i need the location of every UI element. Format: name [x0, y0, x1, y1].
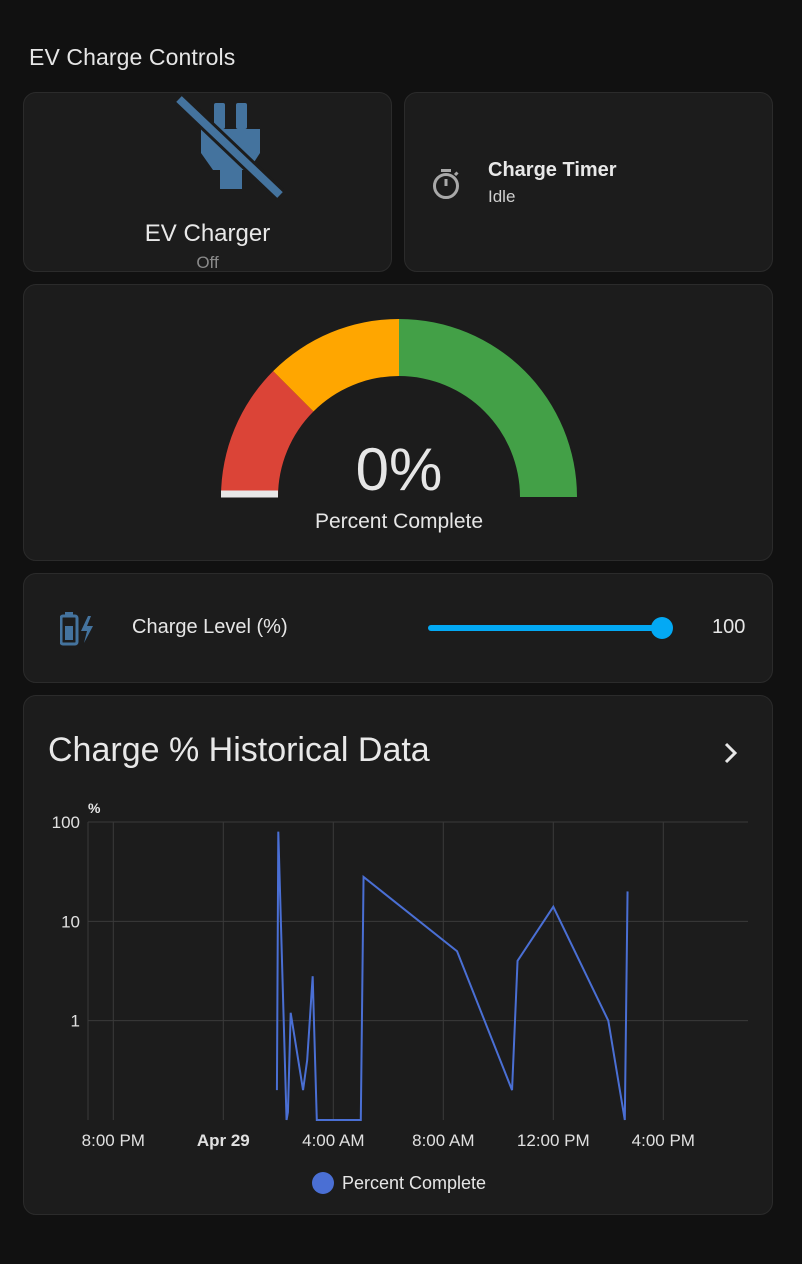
x-tick-label: 12:00 PM	[517, 1131, 590, 1150]
gauge-segment-red	[221, 371, 314, 497]
gauge-value: 0%	[355, 436, 443, 503]
slider-thumb[interactable]	[650, 617, 673, 639]
series-line-percent-complete	[275, 831, 629, 1121]
y-tick-label: 1	[71, 1012, 80, 1031]
chevron-right-icon[interactable]	[720, 740, 742, 766]
timer-name: Charge Timer	[488, 159, 617, 181]
charge-level-card: Charge Level (%) 100	[23, 573, 773, 683]
history-chart: 100 10 1 8:00 PM Apr 29 4:00 AM 8:00 AM 12:00 …	[52, 800, 748, 1150]
charge-timer-card[interactable]: Charge Timer Idle	[404, 92, 773, 272]
timer-outline-icon	[433, 169, 459, 199]
legend-label: Percent Complete	[342, 1172, 487, 1193]
x-tick-label: 4:00 PM	[632, 1131, 695, 1150]
battery-charging-icon	[60, 612, 93, 646]
history-graph-card: Charge % Historical Data 100 10 1 8:00 PM A…	[23, 695, 773, 1215]
chart-legend[interactable]: Percent Complete	[312, 1172, 486, 1194]
x-tick-label: 8:00 PM	[82, 1131, 145, 1150]
percent-complete-gauge-card[interactable]: 0% Percent Complete	[23, 284, 773, 561]
x-tick-label: 4:00 AM	[302, 1131, 364, 1150]
slider-label: Charge Level (%)	[132, 616, 288, 638]
legend-marker	[312, 1172, 334, 1194]
y-tick-label: 100	[52, 813, 80, 832]
gauge-name: Percent Complete	[314, 510, 484, 533]
timer-state: Idle	[488, 187, 516, 206]
charger-name: EV Charger	[144, 220, 271, 247]
x-tick-label: Apr 29	[197, 1131, 250, 1150]
section-title: EV Charge Controls	[29, 44, 236, 70]
ev-charger-card[interactable]: EV Charger Off	[23, 92, 392, 272]
power-plug-off-icon	[174, 93, 284, 201]
gauge-segment-yellow	[273, 319, 399, 412]
slider-fill	[428, 625, 662, 631]
charger-state: Off	[196, 253, 219, 272]
gauge-segment-green	[399, 319, 577, 497]
gauge-dial	[221, 319, 577, 498]
history-title: Charge % Historical Data	[48, 731, 430, 769]
charge-level-slider[interactable]	[428, 617, 673, 639]
slider-value: 100	[712, 616, 746, 638]
y-tick-label: 10	[61, 912, 80, 931]
x-tick-label: 8:00 AM	[412, 1131, 474, 1150]
y-axis-unit: %	[88, 800, 101, 816]
